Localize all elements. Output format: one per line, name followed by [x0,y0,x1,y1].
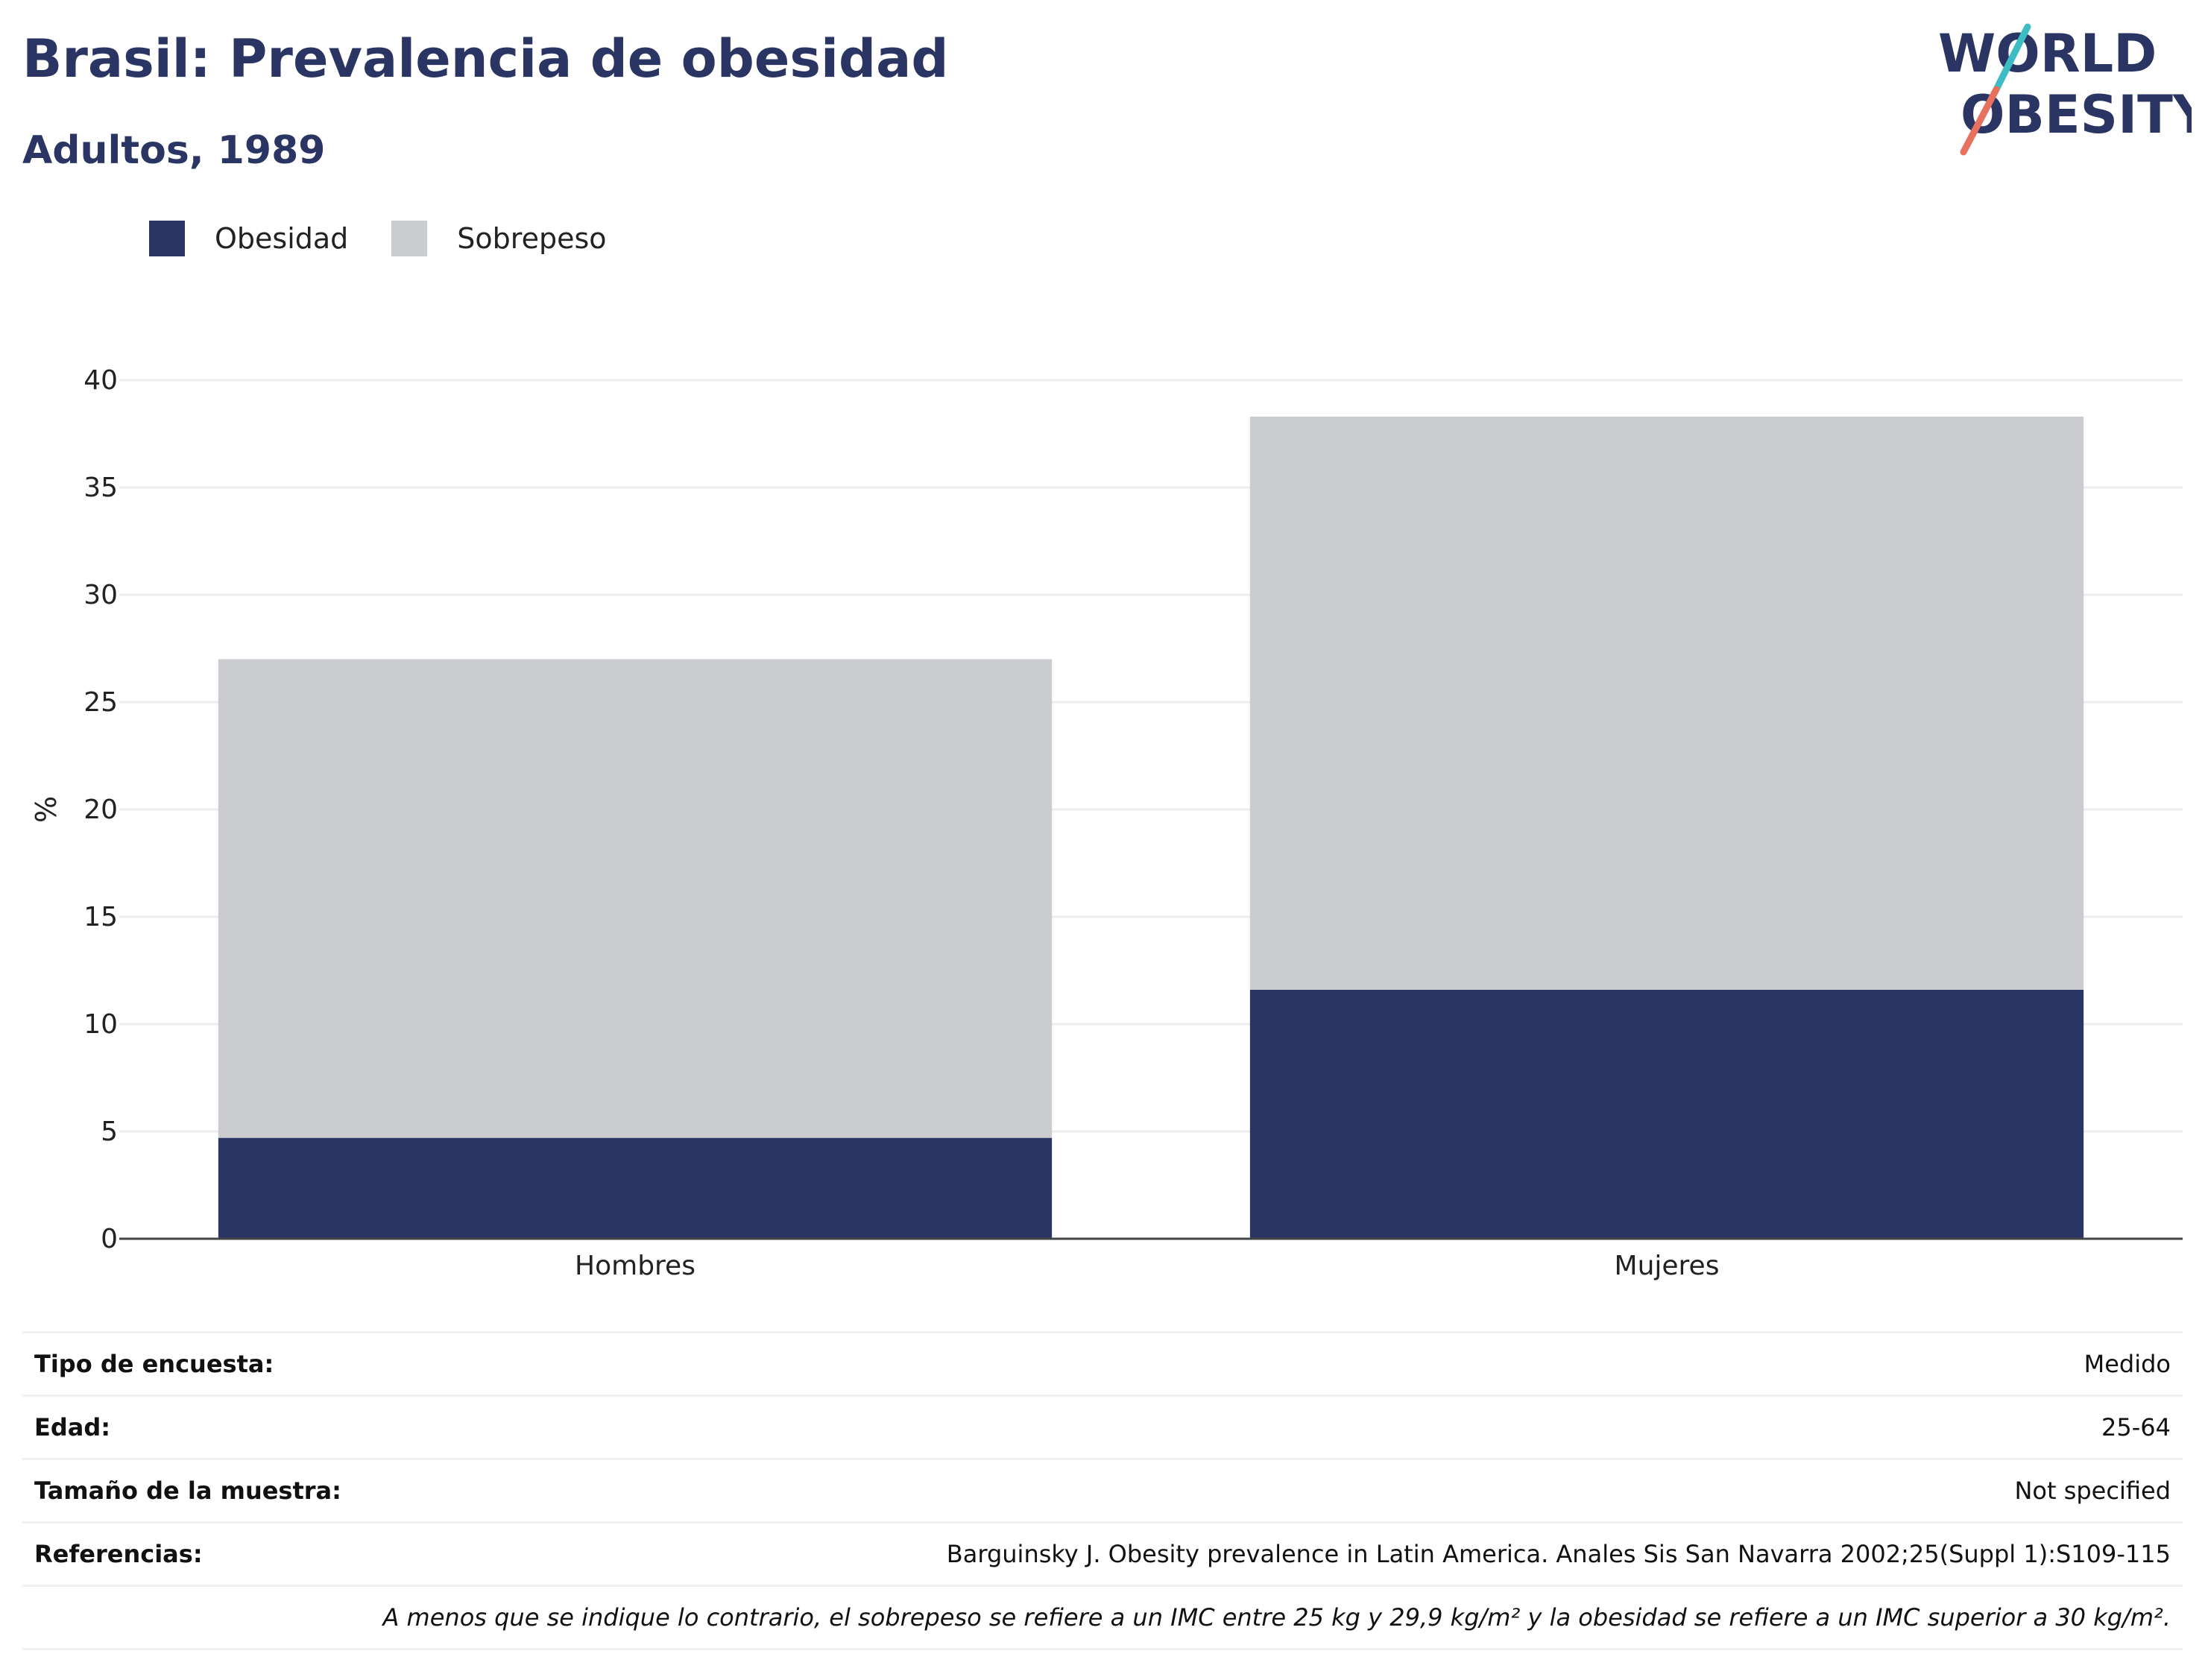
info-value: Medido [2083,1350,2171,1378]
info-row-survey-type: Tipo de encuesta: Medido [22,1331,2183,1395]
legend-label-obesidad: Obesidad [215,222,349,255]
y-tick-label: 10 [83,1009,118,1040]
chart-legend: Obesidad Sobrepeso [149,221,650,256]
y-tick-label: 40 [83,365,118,396]
legend-label-sobrepeso: Sobrepeso [457,222,607,255]
logo-slash-top [1993,23,2031,93]
logo-line-1: WORLD [1938,23,2157,84]
info-label: Referencias: [34,1540,203,1568]
bar-obesidad-mujeres [1249,989,2084,1239]
legend-swatch-sobrepeso [391,221,428,256]
info-value: 25-64 [2101,1413,2171,1441]
world-obesity-logo: WORLD OBESITY [1938,23,2192,156]
y-tick-label: 15 [83,902,118,932]
bar-sobrepeso-hombres [218,659,1053,1138]
info-row-age: Edad: 25-64 [22,1395,2183,1458]
y-tick-label: 5 [101,1117,118,1147]
info-value: Not specified [2014,1477,2171,1505]
y-tick-label: 35 [83,473,118,503]
info-value: Barguinsky J. Obesity prevalence in Lati… [946,1540,2171,1568]
y-tick-label: 30 [83,580,118,610]
info-label: Edad: [34,1413,111,1441]
y-axis-title: % [30,796,63,823]
x-tick-label: Mujeres [1615,1251,1720,1281]
x-tick-label: Hombres [575,1251,695,1281]
info-label: Tipo de encuesta: [34,1350,274,1378]
legend-swatch-obesidad [149,221,185,256]
info-row-sample-size: Tamaño de la muestra: Not specified [22,1458,2183,1521]
legend-item-sobrepeso[interactable]: Sobrepeso [391,221,607,256]
y-tick-label: 20 [83,795,118,825]
logo-slash-bottom [1960,86,2000,156]
legend-item-obesidad[interactable]: Obesidad [149,221,348,256]
bar-sobrepeso-mujeres [1249,416,2084,990]
survey-info-table: Tipo de encuesta: Medido Edad: 25-64 Tam… [22,1331,2183,1650]
page-subtitle: Adultos, 1989 [22,128,326,173]
info-label: Tamaño de la muestra: [34,1477,341,1505]
stacked-bar-chart: 0 5 10 15 20 25 30 35 40% Hombres Mujeres [30,365,2183,1281]
bar-obesidad-hombres [218,1137,1053,1239]
info-row-references: Referencias: Barguinsky J. Obesity preva… [22,1521,2183,1585]
definition-note: A menos que se indique lo contrario, el … [382,1603,2171,1632]
info-row-note: A menos que se indique lo contrario, el … [22,1585,2183,1650]
page-title: Brasil: Prevalencia de obesidad [22,28,949,89]
y-tick-label: 0 [101,1224,118,1254]
logo-line-2: OBESITY [1960,84,2192,145]
y-tick-label: 25 [83,687,118,718]
